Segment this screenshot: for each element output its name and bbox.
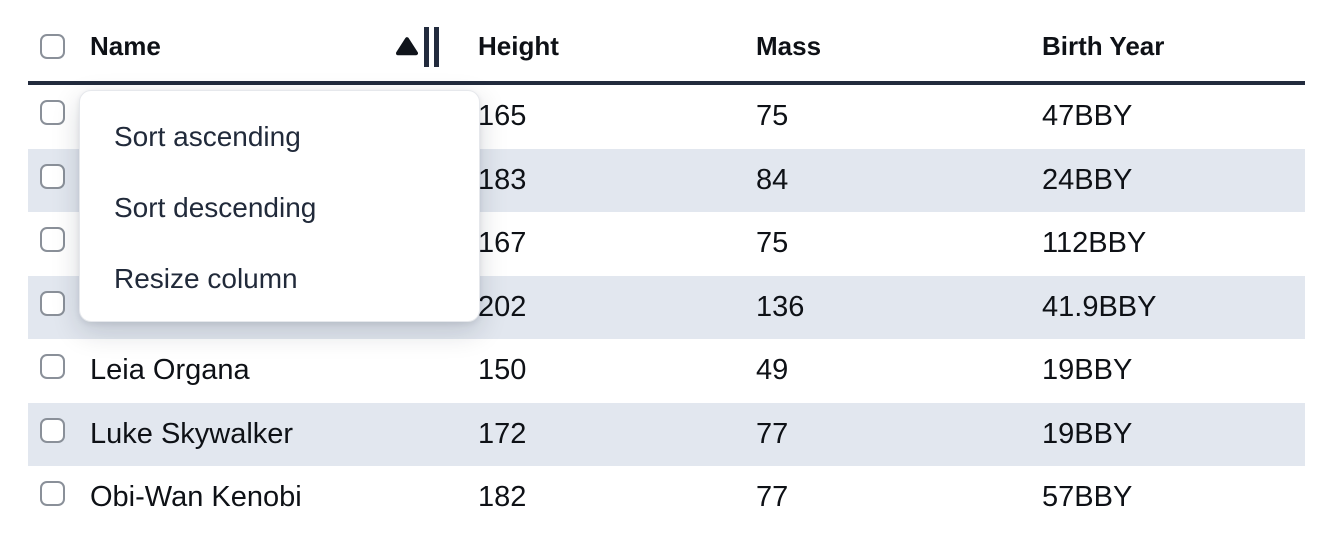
cell-mass: 49 <box>756 354 789 387</box>
row-select-cell <box>28 163 90 197</box>
cell-mass: 75 <box>756 100 789 133</box>
row-checkbox[interactable] <box>40 417 65 443</box>
cell-mass: 75 <box>756 227 789 260</box>
row-select-cell <box>28 227 90 260</box>
cell-mass: 77 <box>756 481 789 512</box>
row-checkbox[interactable] <box>40 227 65 253</box>
sort-ascending-icon <box>396 36 418 55</box>
cell-height: 150 <box>478 354 527 387</box>
header-cell-height[interactable]: Height <box>478 31 756 62</box>
table-row: Leia Organa 150 49 19BBY <box>28 339 1305 403</box>
column-header-label: Height <box>478 31 559 61</box>
cell-birth-year: 41.9BBY <box>1042 290 1157 323</box>
header-cell-name[interactable]: Name <box>90 26 478 67</box>
menu-item-sort-ascending[interactable]: Sort ascending <box>80 101 479 172</box>
resize-bar <box>424 26 429 67</box>
row-checkbox[interactable] <box>40 481 65 507</box>
row-select-cell <box>28 354 90 387</box>
resize-bar <box>434 26 439 67</box>
cell-height: 202 <box>478 290 527 323</box>
column-resize-handle-icon[interactable] <box>424 26 439 67</box>
cell-height: 167 <box>478 227 527 260</box>
cell-mass: 77 <box>756 417 789 450</box>
row-select-cell <box>28 417 90 451</box>
cell-name: Obi-Wan Kenobi <box>90 481 302 512</box>
column-context-menu: Sort ascending Sort descending Resize colu… <box>79 90 480 322</box>
cell-birth-year: 24BBY <box>1042 163 1133 196</box>
row-checkbox[interactable] <box>40 100 65 126</box>
header-cell-birth-year[interactable]: Birth Year <box>1042 31 1305 62</box>
cell-height: 182 <box>478 481 527 512</box>
cell-mass: 84 <box>756 163 789 196</box>
row-select-cell <box>28 290 90 324</box>
cell-birth-year: 112BBY <box>1042 227 1147 260</box>
cell-mass: 136 <box>756 290 805 323</box>
table-row: Obi-Wan Kenobi 182 77 57BBY <box>28 466 1305 512</box>
cell-birth-year: 47BBY <box>1042 100 1133 133</box>
menu-item-resize-column[interactable]: Resize column <box>80 243 479 314</box>
row-checkbox[interactable] <box>40 354 65 380</box>
header-cell-mass[interactable]: Mass <box>756 31 1042 62</box>
cell-birth-year: 19BBY <box>1042 417 1133 450</box>
column-header-label: Name <box>90 31 161 61</box>
cell-birth-year: 57BBY <box>1042 481 1133 512</box>
menu-item-sort-descending[interactable]: Sort descending <box>80 172 479 243</box>
row-select-cell <box>28 481 90 512</box>
column-header-label: Mass <box>756 31 822 61</box>
table-row: Luke Skywalker 172 77 19BBY <box>28 402 1305 466</box>
row-checkbox[interactable] <box>40 163 65 189</box>
cell-name: Leia Organa <box>90 354 250 387</box>
table-header-row: Name Height Mass Birth Year <box>28 0 1305 85</box>
cell-height: 165 <box>478 100 527 133</box>
header-cell-select-all <box>28 34 90 59</box>
row-checkbox[interactable] <box>40 290 65 316</box>
cell-name: Luke Skywalker <box>90 417 294 450</box>
data-table: Name Height Mass Birth Year <box>28 0 1305 512</box>
cell-height: 172 <box>478 417 527 450</box>
cell-height: 183 <box>478 163 527 196</box>
cell-birth-year: 19BBY <box>1042 354 1133 387</box>
select-all-checkbox[interactable] <box>40 34 65 59</box>
row-select-cell <box>28 100 90 133</box>
column-header-label: Birth Year <box>1042 31 1165 61</box>
